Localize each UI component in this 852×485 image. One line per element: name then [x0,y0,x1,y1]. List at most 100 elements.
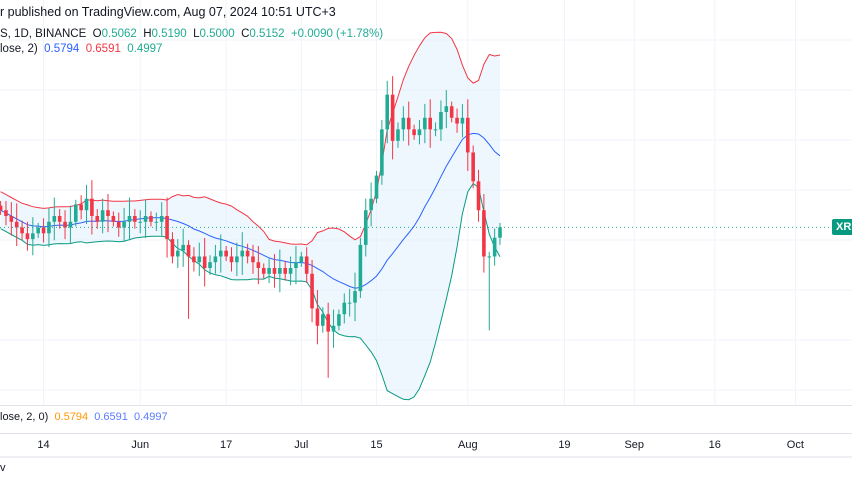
x-tick-label: Sep [624,439,645,451]
low-value: 0.5000 [199,28,235,40]
candle-body [369,198,373,211]
candle-body [428,117,432,130]
candle-body [261,268,266,274]
x-tick-label: 15 [370,439,383,451]
candle-body [455,117,459,124]
indicator-value-3: 0.4997 [134,411,168,423]
candle-body [449,106,454,118]
candle-body [25,233,30,240]
candle-body [406,117,411,130]
candle-body [159,216,164,222]
candle-body [63,221,67,228]
candle-body [95,216,100,222]
published-note: r published on TradingView.com, Aug 07, … [0,5,336,19]
bb-legend: lose, 2) 0.5794 0.6591 0.4997 [0,43,162,55]
candle-body [218,250,223,257]
candle-body [396,129,400,141]
indicator-value-1: 0.5794 [54,411,89,423]
candle-body [0,205,3,211]
candle-body [283,268,288,274]
x-tick-label: 17 [220,439,233,451]
candle-body [304,256,309,274]
bb-label: lose, 2) [0,43,38,55]
time-axis[interactable]: 14 Jun 17 Jul 15 Aug 19 Sep 16 Oct [0,434,852,456]
candle-body [315,308,320,326]
price-chart[interactable] [0,0,852,405]
candle-body [122,221,126,228]
candle-body [331,325,336,332]
candle-body [412,129,416,136]
candle-body [433,129,438,131]
candle-body [363,210,368,245]
candle-body [278,268,282,274]
footer-text: v [0,462,6,474]
candle-body [31,233,35,240]
bb-lower-line [0,182,501,401]
x-tick-label: Jun [131,439,150,451]
price-tag: XRP [832,219,852,236]
bb-basis-value: 0.5794 [44,43,80,55]
candle-body [245,250,250,257]
candle-body [181,244,185,251]
candle-body [133,216,137,222]
indicator-legend: lose, 2, 0) 0.5794 0.6591 0.4997 [0,411,168,423]
pane-divider[interactable] [0,405,852,406]
candle-body [100,210,105,222]
candle-body [143,216,148,222]
candle-body [358,244,363,292]
bb-upper-value: 0.6591 [85,43,121,55]
published-text: r published on TradingView.com, Aug 07, … [0,5,336,19]
x-tick-label: Jul [294,439,309,451]
candle-body [229,256,234,263]
candle-body [116,221,121,228]
candle-body [224,250,228,257]
candle-body [68,221,73,228]
bb-lower-value: 0.4997 [127,43,163,55]
candle-body [197,256,202,263]
candle-body [20,227,24,234]
candle-body [240,250,245,257]
candle-body [106,210,110,216]
candle-body [482,210,486,257]
candle-body [127,216,132,222]
candle-body [213,256,218,263]
candle-body [465,117,470,153]
candle-body [347,302,352,304]
candle-body [4,210,8,216]
high-label: H [143,28,152,40]
candle-body [208,262,212,268]
candle-body [251,256,255,263]
candle-body [36,227,40,234]
candle-body [439,112,443,130]
candle-body [111,216,116,222]
x-tick-label: Oct [786,439,804,451]
candle-body [154,221,159,223]
candle-body [235,256,239,263]
candle-body [487,256,492,258]
candle-body [460,117,465,124]
candle-body [374,175,379,199]
close-value: 0.5152 [249,28,285,40]
high-value: 0.5190 [151,28,187,40]
bb-upper-line [0,31,501,246]
candle-body [256,262,261,268]
candle-body [192,256,196,263]
candle-body [288,268,293,274]
bb-basis-line [0,132,501,289]
x-tick-label: 19 [558,439,571,451]
candle-body [149,216,153,222]
candle-body [380,129,384,176]
candle-body [326,314,330,332]
candle-body [417,129,422,136]
candle-body [390,94,395,141]
open-value: 0.5062 [101,28,137,40]
ohlc-legend: S, 1D, BINANCE O0.5062 H0.5190 L0.5000 C… [0,28,383,40]
candle-body [342,302,347,315]
candle-body [186,244,191,257]
candle-body [423,117,427,130]
candle-body [337,314,341,326]
candle-body [272,268,277,274]
x-tick-label: 14 [37,439,50,451]
candle-body [353,291,357,303]
candle-body [176,250,180,257]
